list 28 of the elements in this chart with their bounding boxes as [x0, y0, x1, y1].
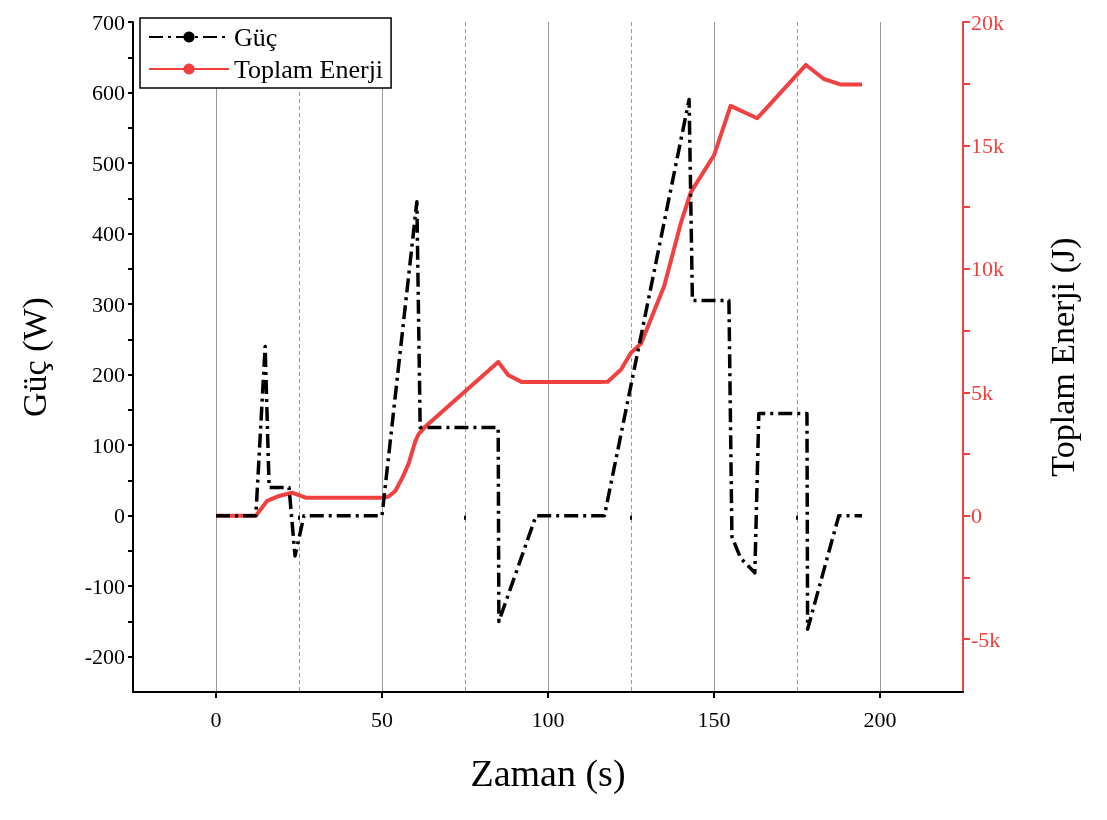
y-tick-label: 300 — [92, 291, 125, 317]
y2-tick-label: 20k — [971, 9, 1004, 35]
x-axis-title: Zaman (s) — [470, 752, 626, 795]
y-tick-label: 200 — [92, 362, 125, 388]
x-tick-label: 0 — [210, 706, 222, 732]
legend-label: Toplam Enerji — [234, 54, 384, 84]
y-tick-label: -200 — [84, 644, 125, 670]
x-tick-label: 200 — [863, 706, 897, 732]
x-tick-label: 100 — [531, 706, 565, 732]
y2-tick-label: 5k — [971, 379, 993, 405]
x-tick-label: 150 — [697, 706, 731, 732]
y2-axis-title: Toplam Enerji (J) — [1043, 237, 1082, 477]
line-series — [214, 62, 865, 518]
legend-label: Güç — [234, 22, 278, 52]
x-tick-label: 50 — [371, 706, 393, 732]
y-tick-label: 600 — [92, 80, 125, 106]
y-tick-label: 400 — [92, 221, 125, 247]
y2-tick-label: 10k — [971, 256, 1004, 282]
y2-tick-label: 15k — [971, 132, 1004, 158]
y2-tick-label: 0 — [971, 503, 982, 529]
y-tick-label: 0 — [114, 503, 125, 529]
y2-tick-label: -5k — [971, 626, 1001, 652]
y-tick-label: 700 — [92, 9, 125, 35]
y-axis-title: Güç (W) — [15, 297, 54, 417]
y-tick-label: -100 — [84, 573, 125, 599]
line-series — [214, 97, 864, 631]
y-tick-label: 100 — [92, 432, 125, 458]
y-tick-label: 500 — [92, 150, 125, 176]
